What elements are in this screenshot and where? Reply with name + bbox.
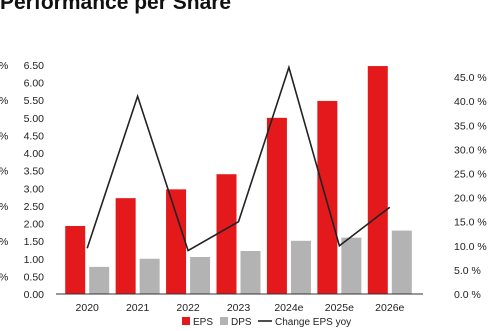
x-axis-tick-label: 2020	[76, 302, 100, 314]
dps-bar	[240, 251, 261, 294]
left-axis-tick-label: 6.50	[24, 60, 45, 72]
x-axis-tick-label: 2023	[227, 302, 251, 314]
left-edge-tick-fragment: %	[0, 271, 8, 283]
chart-title: Performance per Share	[0, 0, 232, 14]
x-axis-tick-label: 2026e	[375, 302, 404, 314]
eps-bar	[367, 66, 388, 295]
left-axis-tick-label: 4.50	[24, 130, 45, 142]
right-axis-tick-label: 45.0 %	[454, 72, 487, 84]
legend-dps-label: DPS	[231, 317, 252, 328]
left-edge-tick-fragment: %	[0, 130, 8, 142]
eps-bar	[266, 117, 287, 294]
legend-eps-swatch	[182, 317, 190, 325]
legend-eps-label: EPS	[193, 317, 213, 328]
right-axis-tick-label: 15.0 %	[454, 217, 487, 229]
x-axis-tick-label: 2022	[176, 302, 200, 314]
right-axis-tick-label: 0.0 %	[454, 289, 481, 301]
right-axis-tick-label: 5.0 %	[454, 265, 481, 277]
legend-dps-swatch	[220, 317, 228, 325]
eps-bar	[166, 189, 187, 294]
left-edge-tick-fragment: %	[0, 60, 8, 72]
left-edge-tick-fragment: %	[0, 201, 8, 213]
eps-bar	[65, 226, 86, 294]
right-axis-tick-label: 10.0 %	[454, 241, 487, 253]
left-axis-tick-label: 0.50	[24, 271, 45, 283]
left-axis-tick-label: 1.00	[24, 254, 45, 266]
left-axis-tick-label: 0.00	[24, 289, 45, 301]
dps-bar	[139, 258, 160, 294]
eps-bar	[216, 174, 237, 294]
right-axis-tick-label: 25.0 %	[454, 168, 487, 180]
left-axis-tick-label: 1.50	[24, 236, 45, 248]
left-edge-tick-fragment: %	[0, 236, 8, 248]
left-axis-tick-label: 3.50	[24, 166, 45, 178]
legend-change-label: Change EPS yoy	[275, 317, 351, 328]
x-axis-tick-label: 2025e	[325, 302, 354, 314]
right-axis-tick-label: 40.0 %	[454, 96, 487, 108]
left-axis-tick-label: 4.00	[24, 148, 45, 160]
eps-bar	[115, 198, 136, 294]
left-axis-tick-label: 2.00	[24, 219, 45, 231]
x-axis-tick-label: 2024e	[274, 302, 303, 314]
right-axis-tick-label: 35.0 %	[454, 120, 487, 132]
dps-bar	[290, 240, 311, 294]
x-axis-tick-label: 2021	[126, 302, 150, 314]
left-axis-tick-label: 5.50	[24, 95, 45, 107]
eps-bar	[317, 100, 338, 294]
dps-bar	[190, 257, 211, 294]
left-edge-tick-fragment: %	[0, 166, 8, 178]
left-axis-tick-label: 3.00	[24, 183, 45, 195]
right-axis-tick-label: 30.0 %	[454, 144, 487, 156]
left-axis-tick-label: 2.50	[24, 201, 45, 213]
right-axis-tick-label: 20.0 %	[454, 193, 487, 205]
left-axis-tick-label: 5.00	[24, 113, 45, 125]
change-eps-yoy-line	[86, 64, 391, 252]
dps-bar	[341, 237, 362, 294]
left-axis-tick-label: 6.00	[24, 78, 45, 90]
dps-bar	[89, 266, 110, 294]
left-edge-tick-fragment: %	[0, 95, 8, 107]
dps-bar	[391, 230, 412, 294]
